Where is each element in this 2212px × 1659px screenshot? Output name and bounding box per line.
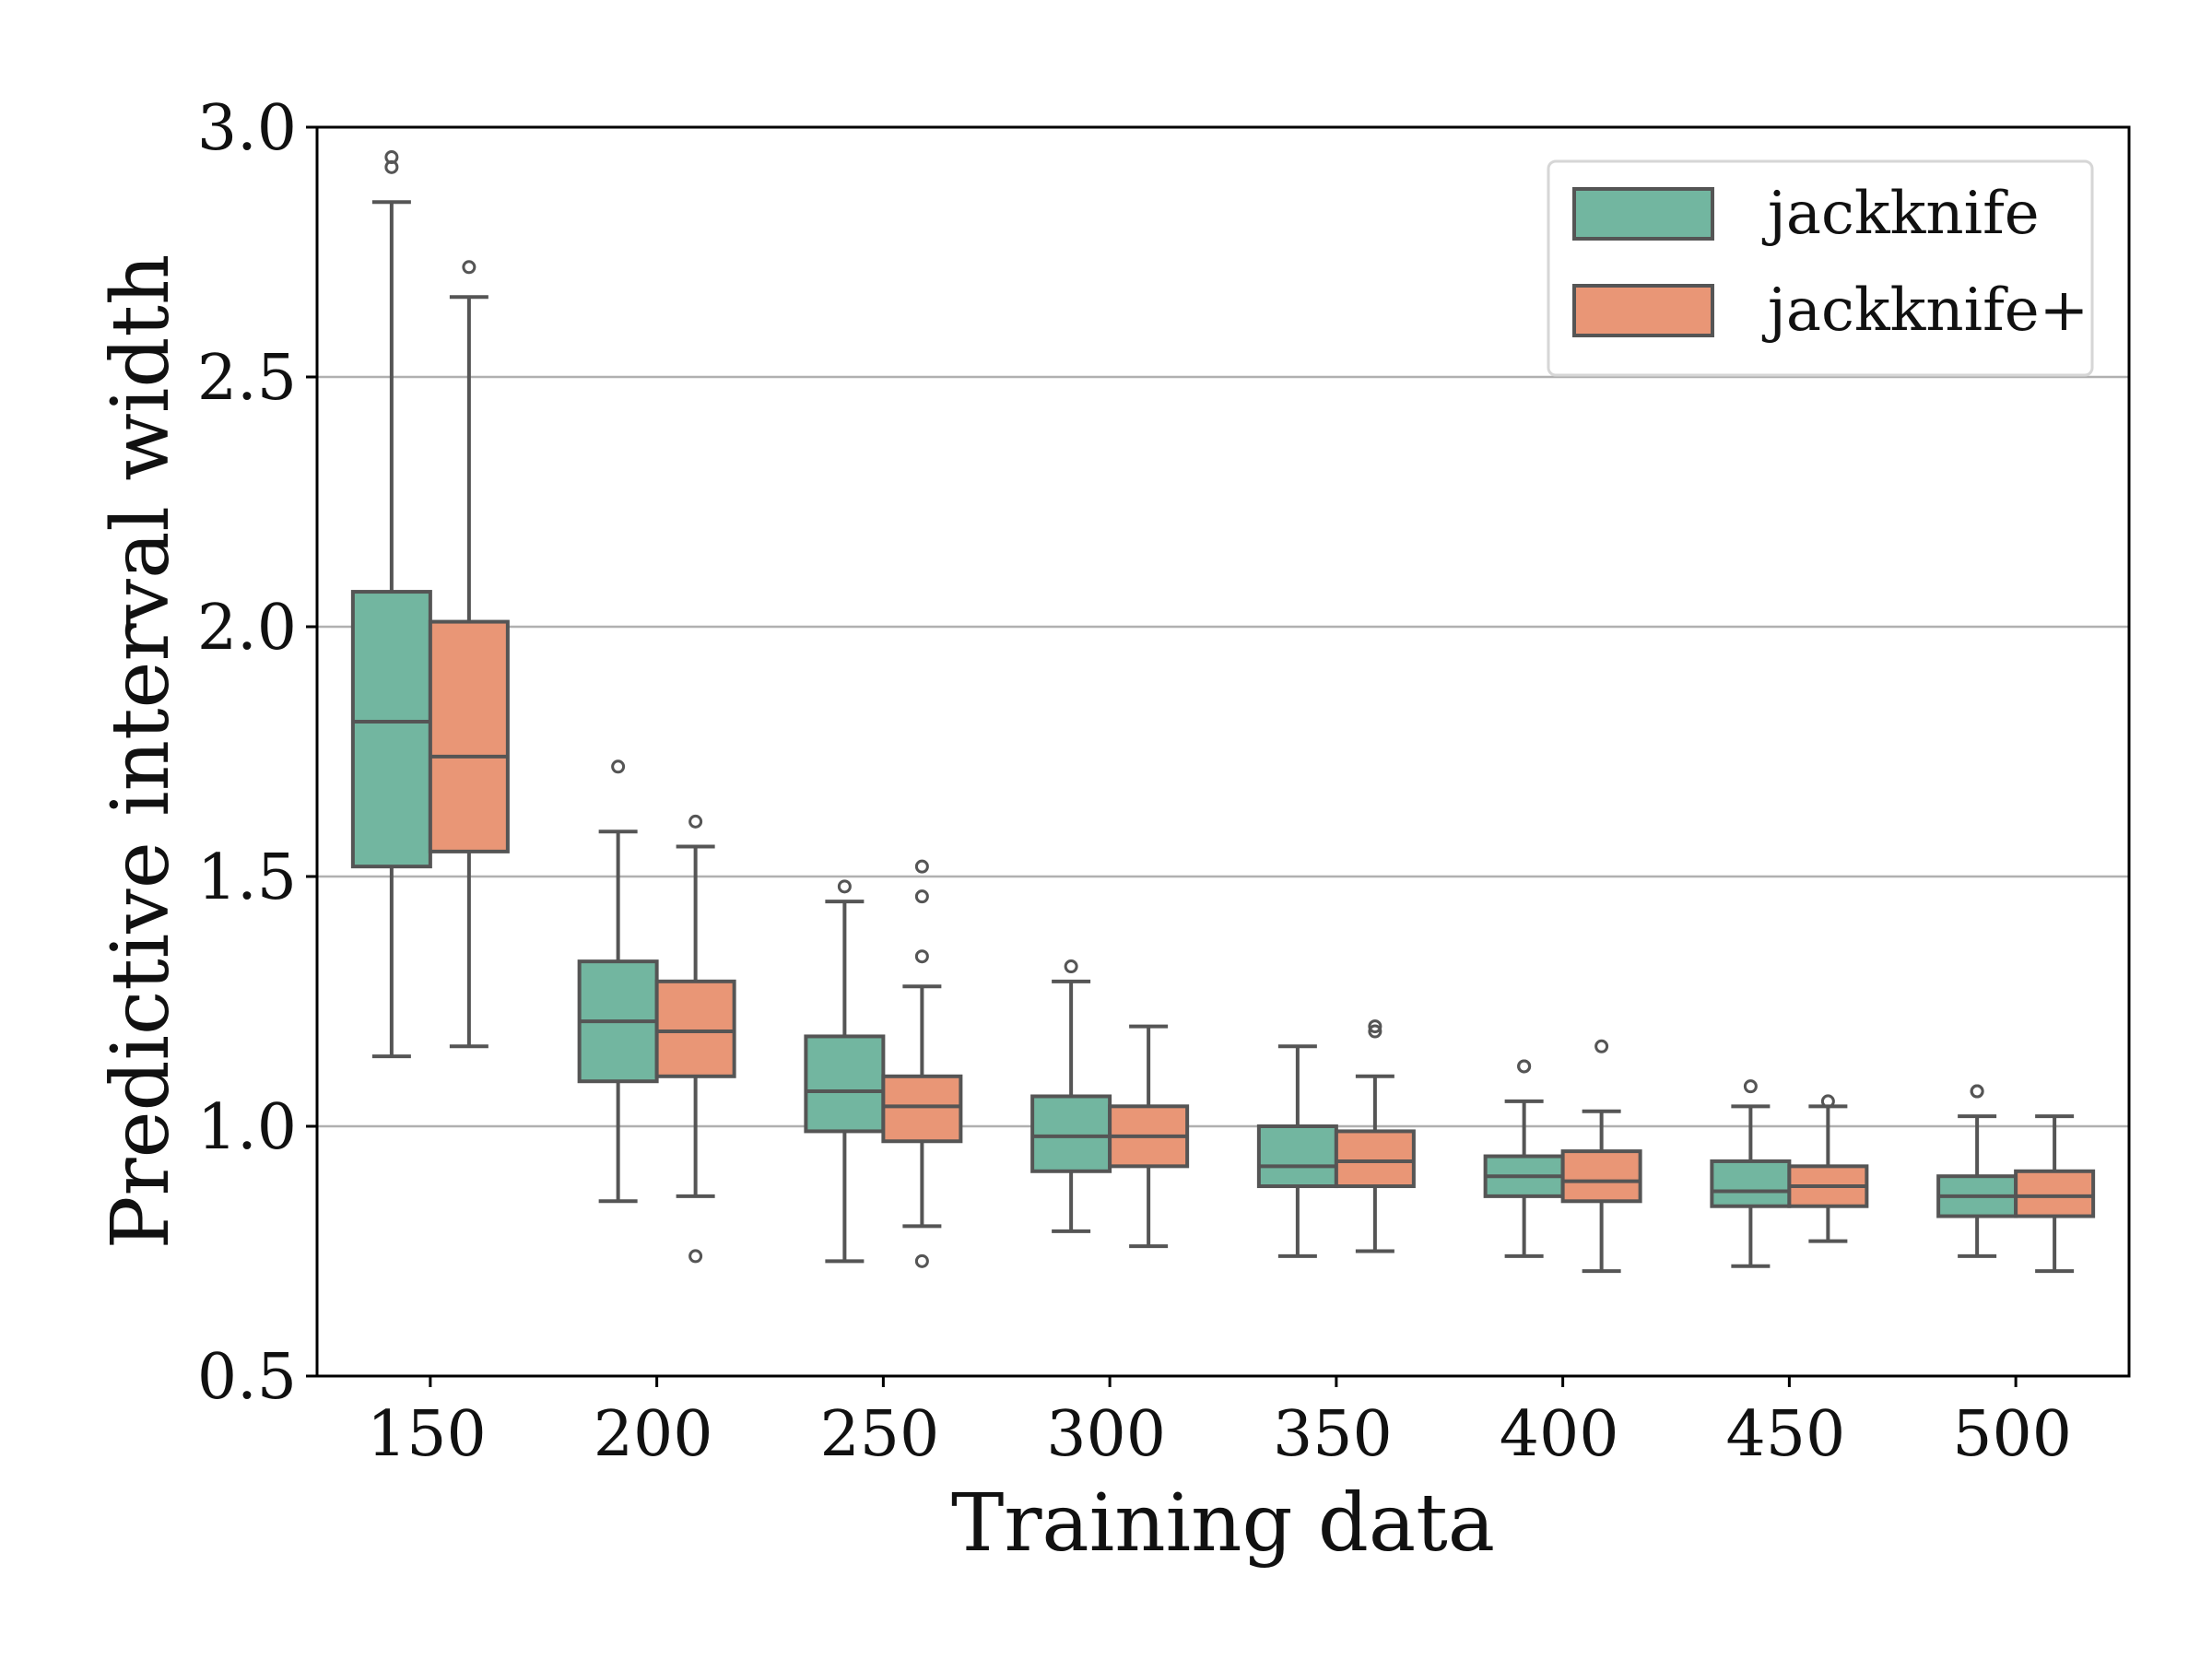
- box-iqr: [350, 590, 432, 869]
- box-jackknife-plus-450: [1787, 1094, 1869, 1243]
- box-iqr: [804, 1034, 886, 1134]
- outlier-point: [611, 759, 626, 774]
- box-jackknife-plus-500: [2014, 1114, 2096, 1274]
- box-jackknife-400: [1483, 1059, 1565, 1258]
- box-jackknife-plus-150: [428, 260, 510, 1049]
- y-tick-label-2.0: 2.0: [197, 592, 297, 665]
- outlier-point: [1970, 1084, 1984, 1099]
- outlier-point: [384, 150, 399, 165]
- outlier-point: [1368, 1024, 1382, 1039]
- outlier-point: [1517, 1059, 1532, 1074]
- y-tick-label-1.0: 1.0: [197, 1091, 297, 1164]
- x-tick-label-250: 250: [819, 1398, 939, 1471]
- box-iqr: [654, 979, 736, 1078]
- legend: jackknife jackknife+: [1547, 159, 2094, 377]
- box-jackknife-300: [1030, 959, 1112, 1233]
- box-series: [350, 150, 2096, 1274]
- outlier-point: [914, 1253, 929, 1268]
- box-iqr: [881, 1074, 963, 1144]
- box-iqr: [1030, 1094, 1112, 1173]
- x-tick-label-450: 450: [1725, 1398, 1845, 1471]
- box-jackknife-250: [804, 879, 886, 1264]
- box-jackknife-plus-400: [1560, 1039, 1642, 1274]
- axis-ticks: 0.5 1.0 1.5 2.0 2.5 3.0 150 200 250 300 350 400 450 5…: [197, 92, 2072, 1471]
- y-tick-label-1.5: 1.5: [197, 841, 297, 914]
- y-axis-title: Predictive interval width: [95, 254, 187, 1250]
- x-axis-title: Training data: [951, 1477, 1495, 1570]
- x-tick-label-350: 350: [1273, 1398, 1393, 1471]
- box-jackknife-plus-250: [881, 859, 963, 1268]
- legend-swatch-jackknife-plus: [1572, 284, 1714, 337]
- outlier-point: [914, 859, 929, 874]
- outlier-point: [1820, 1094, 1835, 1109]
- outlier-point: [837, 879, 852, 894]
- x-tick-label-300: 300: [1046, 1398, 1166, 1471]
- box-iqr: [1560, 1149, 1642, 1204]
- outlier-point: [1368, 1019, 1382, 1034]
- plot-frame: [315, 125, 2131, 1378]
- box-jackknife-plus-300: [1108, 1024, 1190, 1249]
- box-jackknife-450: [1710, 1079, 1792, 1268]
- outlier-point: [688, 1249, 703, 1264]
- legend-swatch-jackknife: [1572, 187, 1714, 241]
- box-jackknife-350: [1256, 1044, 1338, 1258]
- box-jackknife-plus-350: [1334, 1019, 1416, 1253]
- y-tick-label-0.5: 0.5: [197, 1341, 297, 1414]
- x-tick-label-150: 150: [367, 1398, 487, 1471]
- outlier-point: [914, 889, 929, 904]
- x-tick-label-500: 500: [1952, 1398, 2072, 1471]
- legend-label-jackknife: jackknife: [1761, 180, 2040, 248]
- box-iqr: [2014, 1169, 2096, 1218]
- outlier-point: [462, 260, 477, 275]
- x-tick-label-200: 200: [594, 1398, 713, 1471]
- box-jackknife-200: [577, 759, 659, 1204]
- box-iqr: [1256, 1124, 1338, 1189]
- legend-label-jackknife-plus: jackknife+: [1761, 276, 2088, 345]
- y-tick-label-3.0: 3.0: [197, 92, 297, 165]
- y-tick-label-2.5: 2.5: [197, 342, 297, 415]
- outlier-point: [1064, 959, 1078, 974]
- outlier-point: [688, 814, 703, 829]
- outlier-point: [914, 949, 929, 964]
- box-iqr: [428, 619, 510, 853]
- box-jackknife-150: [350, 150, 432, 1059]
- outlier-point: [1594, 1039, 1609, 1053]
- box-iqr: [1334, 1129, 1416, 1189]
- box-jackknife-500: [1936, 1084, 2018, 1258]
- box-jackknife-plus-200: [654, 814, 736, 1264]
- outlier-point: [1743, 1079, 1758, 1094]
- x-tick-label-400: 400: [1500, 1398, 1619, 1471]
- box-iqr: [1710, 1159, 1792, 1208]
